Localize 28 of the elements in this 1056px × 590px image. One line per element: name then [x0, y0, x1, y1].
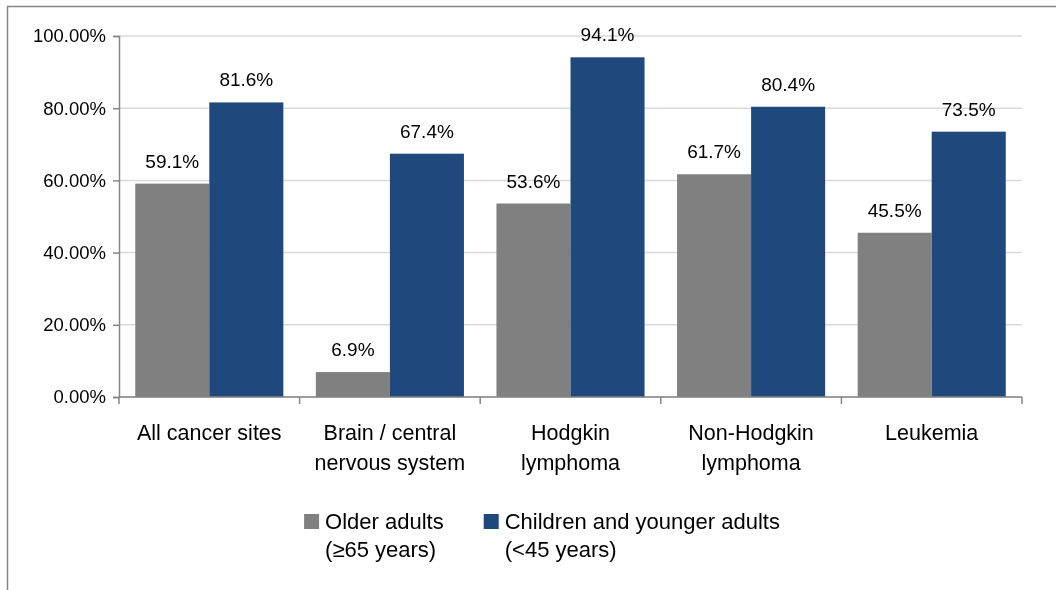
data-label: 53.6%	[506, 170, 561, 192]
bar	[931, 131, 1006, 397]
legend-label: Children and younger adults (<45 years)	[504, 509, 780, 562]
data-label: 61.7%	[687, 141, 742, 163]
y-tick-label: 40.00%	[43, 242, 106, 264]
y-tick-label: 100.00%	[32, 25, 106, 47]
bar	[209, 102, 284, 397]
x-tick-label: Non-Hodgkin lymphoma	[688, 421, 814, 475]
x-tick-label: Brain / central nervous system	[314, 421, 466, 475]
data-label: 73.5%	[941, 98, 996, 120]
data-label: 6.9%	[331, 339, 375, 361]
data-label: 67.4%	[399, 120, 454, 142]
x-tick-label: Leukemia	[885, 421, 979, 445]
data-label: 80.4%	[761, 73, 816, 95]
data-label: 45.5%	[867, 199, 922, 221]
y-tick-label: 60.00%	[43, 169, 106, 191]
bar	[751, 106, 826, 397]
bar	[389, 153, 464, 397]
data-label: 81.6%	[219, 69, 274, 91]
bar	[570, 57, 645, 397]
legend-label: Older adults (≥65 years)	[325, 509, 444, 562]
x-tick-label: Hodgkin lymphoma	[520, 421, 621, 475]
y-tick-label: 80.00%	[43, 97, 106, 119]
y-tick-label: 20.00%	[43, 314, 106, 336]
data-label: 59.1%	[145, 150, 200, 172]
y-tick-label: 0.00%	[53, 386, 106, 408]
x-tick-label: All cancer sites	[137, 421, 282, 445]
data-label: 94.1%	[580, 24, 635, 46]
